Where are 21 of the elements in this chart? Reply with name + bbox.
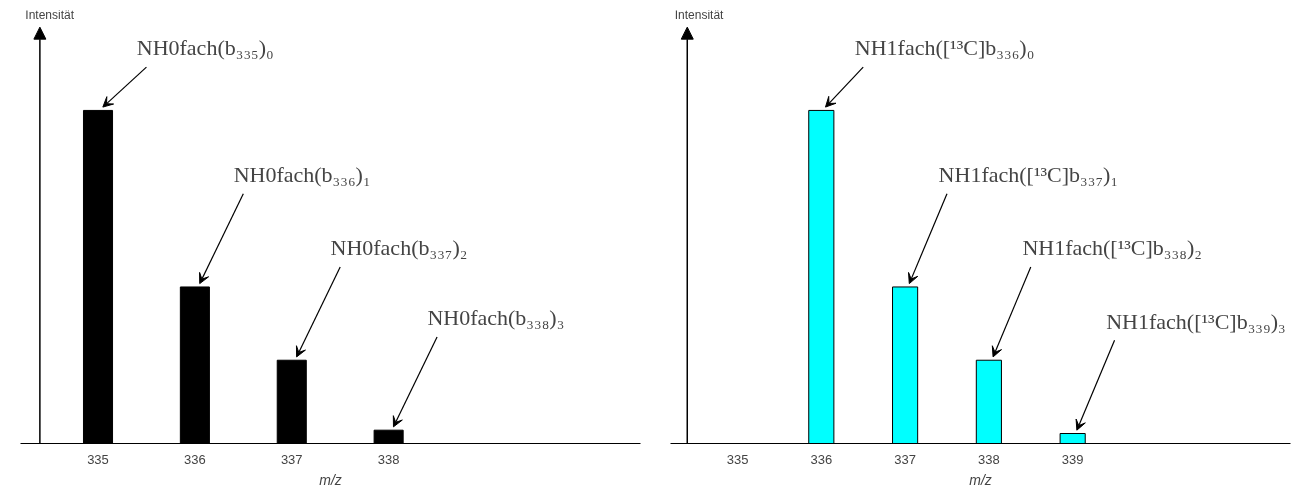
annotation: NH0fach(b₃₃₇)₂ xyxy=(330,235,468,261)
x-tick-label: 338 xyxy=(978,451,1000,467)
x-axis-title: m/z xyxy=(319,471,342,488)
x-tick-label: 338 xyxy=(377,451,400,467)
x-tick-label: 337 xyxy=(894,451,916,467)
annotation: NH0fach(b₃₃₈)₃ xyxy=(427,305,565,331)
x-tick-label: 336 xyxy=(810,451,833,467)
annotation: NH0fach(b₃₃₅)₀ xyxy=(136,35,274,61)
annotation: NH1fach([¹³C]b₃₃₇)₁ xyxy=(938,162,1119,188)
x-tick-label: 337 xyxy=(280,451,303,467)
annotation: NH1fach([¹³C]b₃₃₉)₃ xyxy=(1106,308,1286,334)
y-axis-title: Intensität xyxy=(25,8,75,23)
x-tick-label: 336 xyxy=(184,451,206,467)
x-axis-title: m/z xyxy=(969,471,992,488)
annotation: NH1fach([¹³C]b₃₃₆)₀ xyxy=(854,35,1035,61)
y-axis-title: Intensität xyxy=(674,8,725,23)
annotation: NH1fach([¹³C]b₃₃₈)₂ xyxy=(1022,235,1202,261)
x-tick-label: 335 xyxy=(87,451,109,467)
x-tick-label: 335 xyxy=(726,451,749,467)
annotation: NH0fach(b₃₃₆)₁ xyxy=(233,162,371,188)
x-tick-label: 339 xyxy=(1061,451,1084,467)
